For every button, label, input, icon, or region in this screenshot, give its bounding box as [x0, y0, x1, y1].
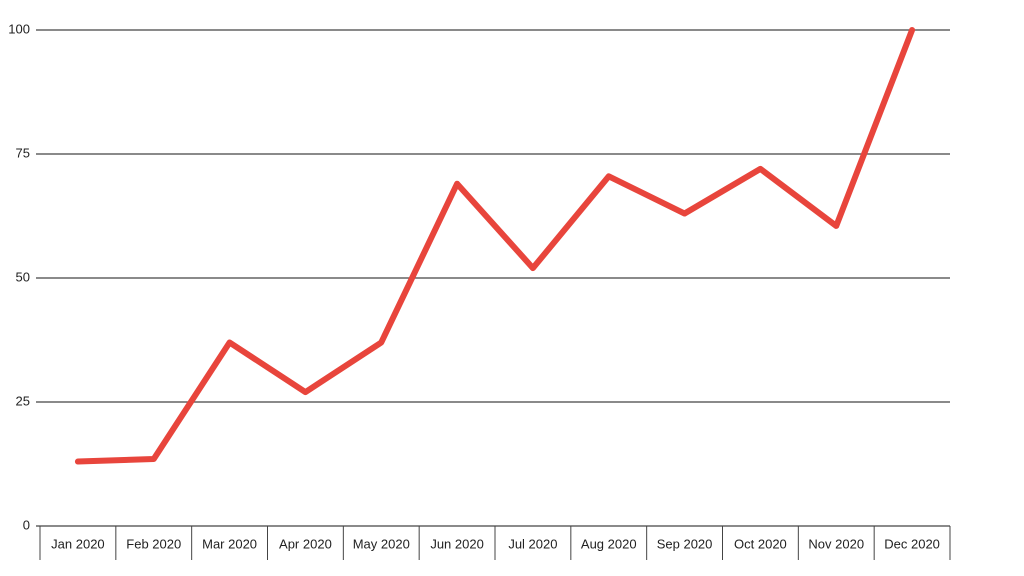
x-tick-label: Jan 2020	[51, 536, 105, 551]
y-tick-label: 75	[16, 145, 30, 160]
y-tick-label: 0	[23, 517, 30, 532]
data-line	[74, 27, 916, 465]
x-tick-label: Feb 2020	[126, 536, 181, 551]
x-tick-label: May 2020	[353, 536, 410, 551]
x-tick-label: Jun 2020	[430, 536, 484, 551]
y-tick-label: 50	[16, 269, 30, 284]
x-tick-label: Aug 2020	[581, 536, 637, 551]
x-tick-label: Mar 2020	[202, 536, 257, 551]
x-tick-label: Dec 2020	[884, 536, 940, 551]
x-tick-label: Oct 2020	[734, 536, 787, 551]
x-tick-label: Nov 2020	[808, 536, 864, 551]
x-tick-label: Apr 2020	[279, 536, 332, 551]
y-tick-label: 100	[8, 21, 30, 36]
y-tick-label: 25	[16, 393, 30, 408]
x-tick-label: Sep 2020	[657, 536, 713, 551]
x-tick-label: Jul 2020	[508, 536, 557, 551]
